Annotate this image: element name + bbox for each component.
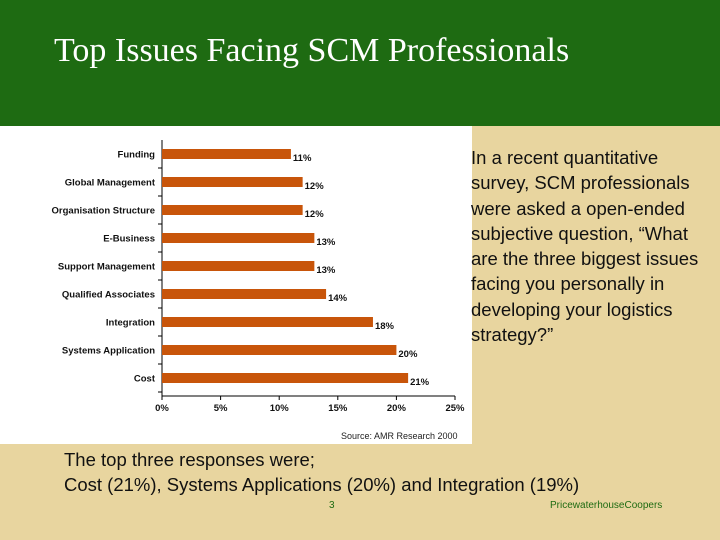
bar — [162, 289, 327, 299]
category-label: Integration — [106, 318, 155, 329]
category-label: E-Business — [103, 234, 155, 245]
bar — [162, 149, 291, 159]
bar — [162, 261, 315, 271]
bar — [162, 177, 303, 187]
data-label: 18% — [375, 321, 395, 332]
x-tick-label: 25% — [445, 403, 465, 414]
x-tick-label: 5% — [214, 403, 228, 414]
x-tick-label: 20% — [387, 403, 407, 414]
category-label: Support Management — [58, 262, 156, 273]
summary-line-2: Cost (21%), Systems Applications (20%) a… — [64, 474, 580, 495]
category-label: Qualified Associates — [62, 290, 155, 301]
chart-panel: Funding 11% Global Management 12% Organisati… — [0, 126, 472, 444]
survey-description: In a recent quantitative survey, SCM pro… — [471, 147, 699, 346]
bar — [162, 233, 315, 243]
x-tick-label: 0% — [155, 403, 169, 414]
summary-text: The top three responses were; Cost (21%)… — [64, 447, 704, 497]
data-label: 14% — [328, 293, 348, 304]
data-label: 12% — [305, 181, 325, 192]
slide-title: Top Issues Facing SCM Professionals — [54, 32, 570, 69]
x-tick-label: 10% — [270, 403, 290, 414]
data-label: 11% — [293, 153, 312, 164]
bar — [162, 205, 303, 215]
data-label: 12% — [305, 209, 325, 220]
summary-line-1: The top three responses were; — [64, 449, 315, 470]
data-label: 13% — [316, 265, 336, 276]
data-label: 13% — [316, 237, 336, 248]
title-banner: Top Issues Facing SCM Professionals — [0, 0, 720, 126]
bar — [162, 345, 397, 355]
data-label: 21% — [410, 377, 430, 388]
bar — [162, 373, 409, 383]
category-label: Global Management — [65, 178, 156, 189]
category-label: Organisation Structure — [52, 206, 155, 217]
page-number: 3 — [329, 500, 335, 511]
data-label: 20% — [398, 349, 418, 360]
x-tick-label: 15% — [328, 403, 348, 414]
category-label: Funding — [118, 150, 156, 161]
bar-chart: Funding 11% Global Management 12% Organisati… — [52, 140, 465, 414]
brand-footer: PricewaterhouseCoopers — [550, 500, 663, 511]
category-label: Systems Application — [62, 346, 155, 357]
bar — [162, 317, 373, 327]
source-note: Source: AMR Research 2000 — [341, 431, 458, 441]
category-label: Cost — [134, 374, 156, 385]
